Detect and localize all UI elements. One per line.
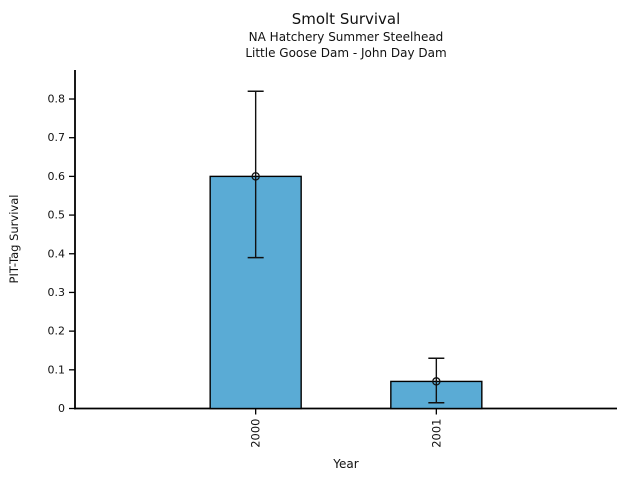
y-tick-label: 0.3 xyxy=(48,286,66,299)
y-tick-label: 0.5 xyxy=(48,209,66,222)
y-tick-label: 0.7 xyxy=(48,131,66,144)
x-tick-label: 2001 xyxy=(429,419,443,448)
y-tick-label: 0.6 xyxy=(48,170,66,183)
mean-marker xyxy=(432,377,441,386)
x-tick-label: 2000 xyxy=(249,419,263,448)
chart-title: Smolt Survival xyxy=(291,10,401,28)
y-tick-label: 0 xyxy=(58,402,65,415)
x-axis-label: Year xyxy=(333,457,359,471)
mean-marker xyxy=(251,172,260,181)
y-tick-label: 0.4 xyxy=(48,247,66,260)
y-tick-label: 0.2 xyxy=(48,325,66,338)
chart-subtitle-line2: Little Goose Dam - John Day Dam xyxy=(245,46,447,60)
chart-subtitle-line1: NA Hatchery Summer Steelhead xyxy=(248,30,444,44)
y-tick-label: 0.1 xyxy=(48,363,66,376)
y-tick-label: 0.8 xyxy=(48,93,66,106)
